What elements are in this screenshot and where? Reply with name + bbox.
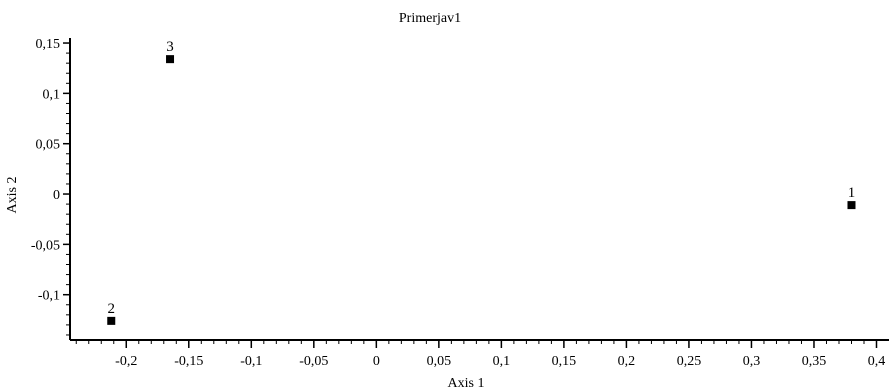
data-point-label: 1 xyxy=(848,185,856,201)
x-tick-label: -0,1 xyxy=(240,354,262,369)
x-tick-label: 0,25 xyxy=(677,354,702,369)
x-axis-ticks: -0,2 -0,15 -0,1 -0,05 0 0,05 0,1 0,15 0,2 0,25 0,3… xyxy=(75,340,886,369)
y-tick-label: 0 xyxy=(53,188,60,203)
data-point-marker xyxy=(107,316,116,325)
x-tick-label: -0,15 xyxy=(174,354,203,369)
y-tick-label: -0,05 xyxy=(31,238,60,253)
x-axis-title: Axis 1 xyxy=(448,376,485,391)
data-point-label: 3 xyxy=(166,39,174,55)
data-point-marker xyxy=(166,55,175,64)
y-tick-label: 0,1 xyxy=(43,87,61,102)
x-tick-label: 0 xyxy=(373,354,380,369)
data-point-marker xyxy=(847,201,856,210)
y-tick-label: 0,05 xyxy=(36,138,61,153)
x-tick-label: -0,05 xyxy=(299,354,328,369)
x-tick-label: 0,4 xyxy=(868,354,886,369)
x-tick-label: 0,1 xyxy=(493,354,511,369)
x-tick-label: 0,15 xyxy=(552,354,577,369)
y-axis-ticks: 0,15 0,1 0,05 0 -0,05 -0,1 xyxy=(31,37,70,336)
x-tick-label: 0,2 xyxy=(618,354,636,369)
chart-title: Primerjav1 xyxy=(399,11,461,26)
x-tick-label: 0,05 xyxy=(427,354,452,369)
x-tick-label: 0,35 xyxy=(802,354,827,369)
y-axis-title: Axis 2 xyxy=(5,177,20,214)
data-points: 1 2 3 xyxy=(107,39,856,325)
data-point-label: 2 xyxy=(108,301,116,317)
x-tick-label: 0,3 xyxy=(743,354,761,369)
y-tick-label: -0,1 xyxy=(38,289,60,304)
x-tick-label: -0,2 xyxy=(115,354,137,369)
y-tick-label: 0,15 xyxy=(36,37,61,52)
